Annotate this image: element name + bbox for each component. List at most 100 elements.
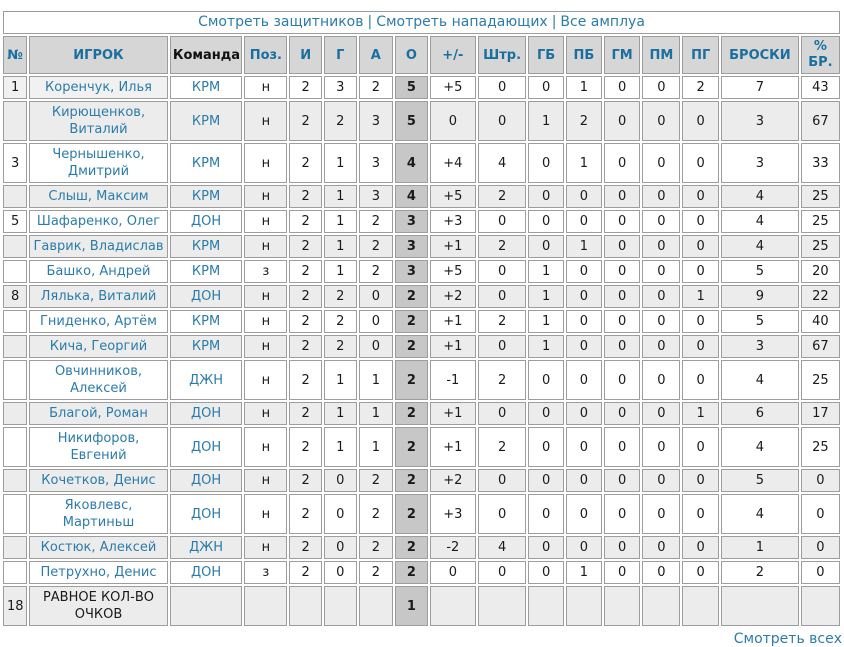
- column-header-goals[interactable]: Г: [323, 36, 357, 74]
- column-header-sh-goals[interactable]: ГМ: [603, 36, 641, 74]
- player-link[interactable]: Петрухно, Денис: [40, 565, 157, 580]
- cell-sh-goals: 0: [603, 310, 641, 333]
- cell-games: 2: [289, 76, 322, 99]
- player-link[interactable]: Слыш, Максим: [48, 189, 149, 204]
- column-header-penalty[interactable]: Штр.: [477, 36, 527, 74]
- player-link[interactable]: Кича, Георгий: [49, 339, 148, 354]
- cell-plus-minus: 0: [429, 561, 476, 584]
- cell-player: Костюк, Алексей: [29, 536, 168, 559]
- column-header-games[interactable]: И: [289, 36, 322, 74]
- team-link[interactable]: КРМ: [191, 113, 221, 129]
- column-header-pos[interactable]: Поз.: [244, 36, 288, 74]
- cell-player: Кича, Георгий: [29, 335, 168, 358]
- cell-points: 4: [395, 185, 428, 208]
- cell-assists: 2: [358, 235, 394, 258]
- cell-shots: 7: [721, 76, 799, 99]
- player-link[interactable]: Овчинников, Алексей: [54, 364, 143, 396]
- team-link[interactable]: КРМ: [191, 339, 221, 354]
- team-link[interactable]: ДОН: [190, 439, 222, 455]
- cell-sh-goals: 0: [603, 143, 641, 183]
- cell-team: ДОН: [169, 494, 243, 534]
- player-link[interactable]: Чернышенко, Дмитрий: [52, 147, 145, 179]
- column-header-sh-assists[interactable]: ПМ: [642, 36, 681, 74]
- cell-shot-pct: 40: [800, 310, 840, 333]
- cell-sh-goals: 0: [603, 260, 641, 283]
- team-link[interactable]: КРМ: [191, 155, 221, 171]
- column-header-assists[interactable]: А: [358, 36, 394, 74]
- cell-team: ДОН: [169, 285, 243, 308]
- cell-pos: з: [244, 561, 288, 584]
- player-link[interactable]: Лялька, Виталий: [40, 289, 157, 304]
- player-row: Гниденко, Артём КРМ н 2 2 0 2 +1 2 1 0 0 0 0 5 40: [3, 310, 840, 333]
- cell-rank: 18: [3, 586, 28, 626]
- team-link[interactable]: ДОН: [190, 406, 222, 421]
- player-link[interactable]: Благой, Роман: [49, 406, 148, 421]
- player-link[interactable]: Кочетков, Денис: [41, 473, 156, 488]
- column-header-gw-goals[interactable]: ПГ: [682, 36, 720, 74]
- cell-goals: 2: [323, 310, 357, 333]
- cell-goals: 0: [323, 469, 357, 492]
- cell-penalty: 2: [477, 235, 527, 258]
- column-header-rank[interactable]: №: [3, 36, 28, 74]
- cell-player: Кочетков, Денис: [29, 469, 168, 492]
- cell-goals: 2: [323, 285, 357, 308]
- player-link[interactable]: Шафаренко, Олег: [36, 214, 161, 229]
- cell-shots: 5: [721, 469, 799, 492]
- filter-forwards-link[interactable]: Смотреть нападающих: [376, 14, 548, 30]
- cell-pos: [244, 586, 288, 626]
- player-link[interactable]: Коренчук, Илья: [45, 80, 152, 95]
- team-link[interactable]: КРМ: [191, 189, 221, 204]
- column-header-pp-assists[interactable]: ПБ: [565, 36, 602, 74]
- cell-assists: 2: [358, 469, 394, 492]
- cell-sh-goals: 0: [603, 335, 641, 358]
- player-link[interactable]: Башко, Андрей: [46, 264, 151, 279]
- player-link[interactable]: Кирющенков, Виталий: [51, 105, 146, 137]
- cell-sh-assists: 0: [642, 427, 681, 467]
- team-link[interactable]: ДОН: [190, 214, 222, 229]
- team-link[interactable]: КРМ: [191, 80, 221, 95]
- cell-pp-goals: 0: [528, 561, 564, 584]
- column-header-shot-pct[interactable]: % БР.: [800, 36, 840, 74]
- cell-gw-goals: 0: [682, 427, 720, 467]
- team-link[interactable]: ДЖН: [189, 372, 224, 388]
- player-link[interactable]: Гаврик, Владислав: [33, 239, 164, 254]
- player-link[interactable]: Яковлевс, Мартиньш: [62, 498, 135, 530]
- cell-shots: [721, 586, 799, 626]
- cell-assists: 2: [358, 494, 394, 534]
- filter-all-roles-link[interactable]: Все амплуа: [560, 14, 645, 30]
- column-header-plus-minus[interactable]: +/-: [429, 36, 476, 74]
- cell-pos: н: [244, 335, 288, 358]
- team-link[interactable]: КРМ: [191, 264, 221, 279]
- cell-shots: 3: [721, 143, 799, 183]
- cell-player: Коренчук, Илья: [29, 76, 168, 99]
- column-header-points[interactable]: О: [395, 36, 428, 74]
- cell-penalty: 2: [477, 310, 527, 333]
- cell-sh-goals: 0: [603, 427, 641, 467]
- cell-team: КРМ: [169, 185, 243, 208]
- cell-player: РАВНОЕ КОЛ-ВО ОЧКОВ: [29, 586, 168, 626]
- view-all-link[interactable]: Смотреть всех: [733, 631, 842, 647]
- player-link[interactable]: Никифоров, Евгений: [57, 431, 140, 463]
- team-link[interactable]: ДОН: [190, 565, 222, 580]
- cell-points: 2: [395, 310, 428, 333]
- team-link[interactable]: ДОН: [190, 289, 222, 304]
- column-header-player[interactable]: ИГРОК: [29, 36, 168, 74]
- cell-pp-assists: 0: [565, 427, 602, 467]
- team-link[interactable]: ДОН: [190, 506, 222, 522]
- cell-goals: 1: [323, 260, 357, 283]
- cell-plus-minus: +1: [429, 335, 476, 358]
- cell-sh-goals: 0: [603, 494, 641, 534]
- team-link[interactable]: ДОН: [190, 473, 222, 488]
- cell-shots: 4: [721, 210, 799, 233]
- column-header-pp-goals[interactable]: ГБ: [528, 36, 564, 74]
- cell-pp-assists: [565, 586, 602, 626]
- column-header-shots[interactable]: БРОСКИ: [721, 36, 799, 74]
- player-link[interactable]: Костюк, Алексей: [40, 540, 157, 555]
- team-link[interactable]: ДЖН: [189, 540, 224, 555]
- cell-shot-pct: 33: [800, 143, 840, 183]
- team-link[interactable]: КРМ: [191, 239, 221, 254]
- team-link[interactable]: КРМ: [191, 314, 221, 329]
- filter-defenders-link[interactable]: Смотреть защитников: [198, 14, 364, 30]
- cell-shot-pct: 25: [800, 210, 840, 233]
- player-link[interactable]: Гниденко, Артём: [40, 314, 157, 329]
